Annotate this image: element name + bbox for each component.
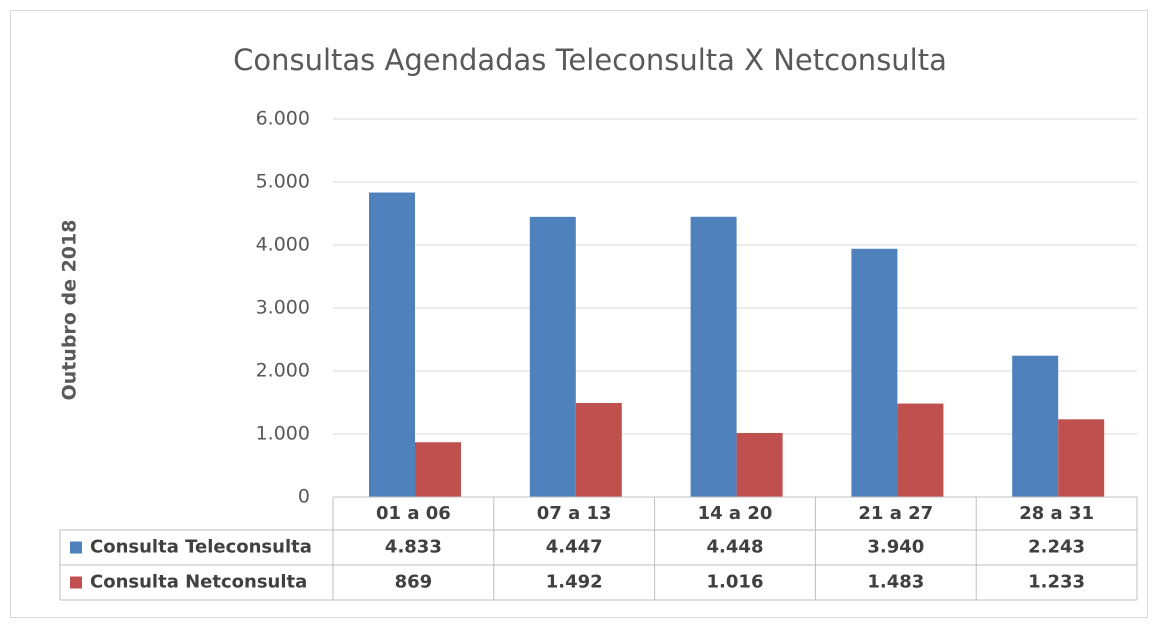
table-value: 4.833 (385, 537, 442, 558)
bar (575, 403, 622, 497)
table-value: 2.243 (1028, 537, 1085, 558)
bar (1058, 419, 1105, 497)
x-tick-label: 01 a 06 (376, 503, 451, 524)
table-value: 1.492 (546, 572, 603, 593)
bar (1012, 355, 1059, 497)
bar (369, 192, 415, 497)
legend-label: Consulta Netconsulta (90, 572, 307, 593)
table-value: 869 (395, 572, 433, 593)
table-value: 1.233 (1028, 572, 1085, 593)
legend-key (70, 576, 82, 589)
bar (690, 216, 737, 497)
bar (897, 403, 944, 497)
bar (529, 216, 576, 498)
x-tick-label: 14 a 20 (698, 503, 773, 524)
table-value: 4.448 (707, 537, 764, 558)
y-tick-label: 3.000 (256, 297, 310, 319)
y-tick-label: 2.000 (256, 360, 310, 382)
bar (851, 248, 898, 497)
legend-label: Consulta Teleconsulta (90, 537, 312, 558)
table-value: 1.483 (867, 572, 924, 593)
y-tick-label: 4.000 (256, 234, 310, 256)
bar (736, 432, 783, 497)
chart-title: Consultas Agendadas Teleconsulta X Netco… (233, 43, 947, 77)
y-tick-label: 1.000 (256, 423, 310, 445)
x-tick-label: 21 a 27 (858, 503, 933, 524)
bar (415, 442, 461, 497)
y-tick-label: 6.000 (256, 108, 310, 130)
legend-key (70, 541, 82, 554)
chart-border (10, 10, 1148, 618)
x-tick-label: 28 a 31 (1019, 503, 1094, 524)
table-value: 3.940 (867, 537, 924, 558)
x-tick-label: 07 a 13 (537, 503, 612, 524)
y-tick-label: 5.000 (256, 171, 310, 193)
table-value: 1.016 (707, 572, 764, 593)
y-tick-label: 0 (298, 486, 310, 508)
y-axis-label: Outubro de 2018 (59, 220, 81, 401)
table-value: 4.447 (546, 537, 603, 558)
